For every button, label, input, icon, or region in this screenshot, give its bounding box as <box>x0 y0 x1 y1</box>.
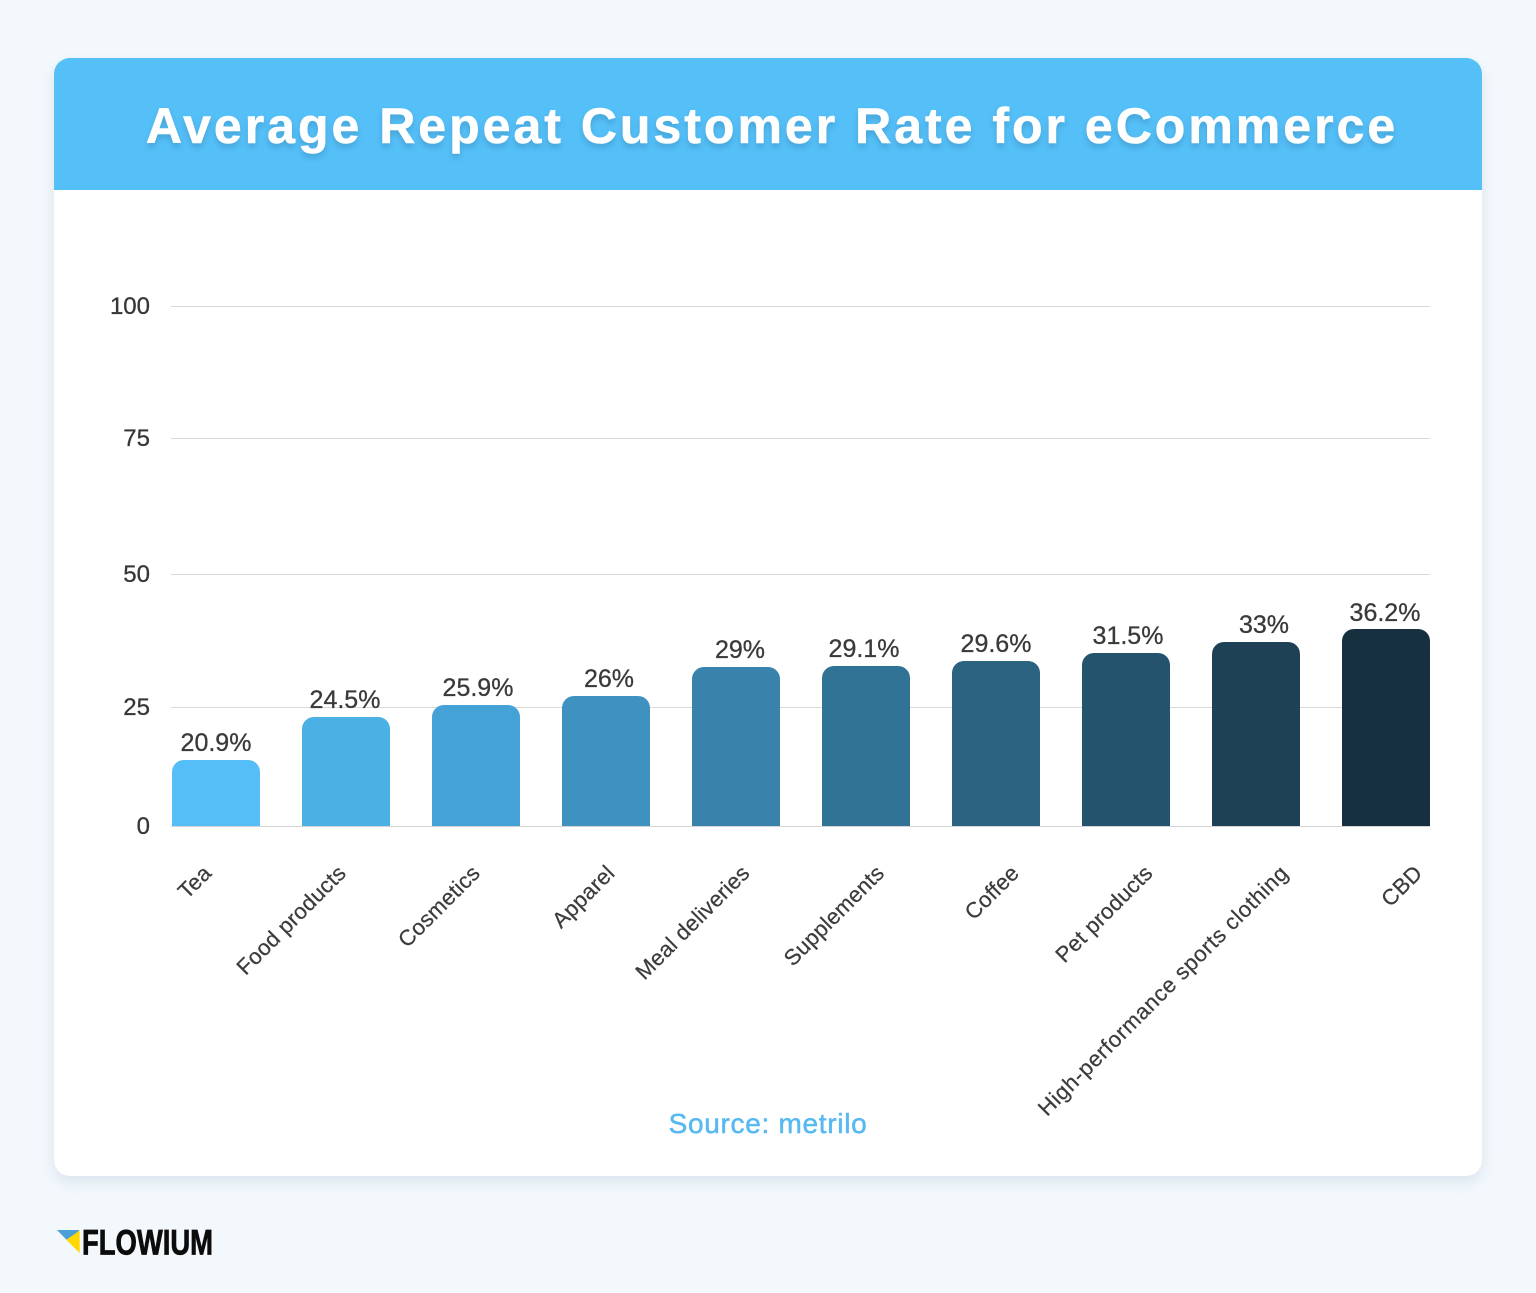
svg-text:FLOWIUM: FLOWIUM <box>82 1226 213 1262</box>
